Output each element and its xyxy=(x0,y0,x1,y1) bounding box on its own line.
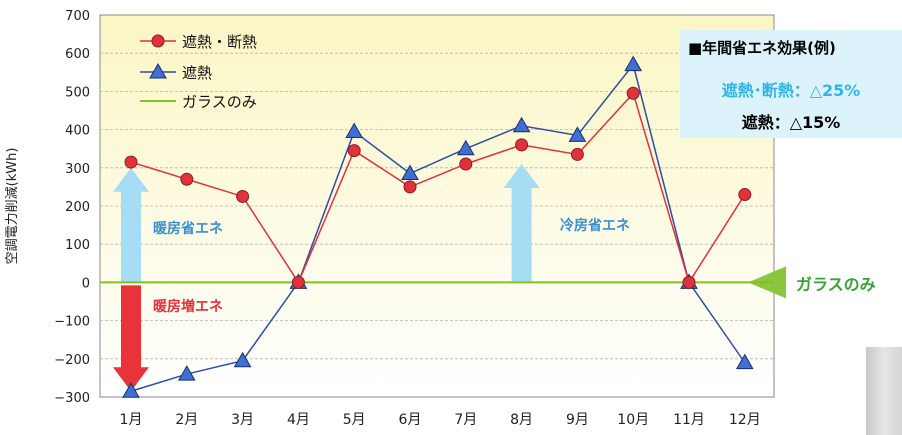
data-point-insulation-heat xyxy=(236,189,250,203)
annual-effect-insulation-heat: 遮熱･断熱：△25% xyxy=(721,81,861,100)
x-tick-label: 5月 xyxy=(343,412,366,428)
data-point-heat xyxy=(122,382,140,398)
y-tick-label: −100 xyxy=(54,315,90,330)
data-point-heat xyxy=(233,351,252,368)
data-point-heat xyxy=(735,353,754,370)
annual-effect-box xyxy=(680,30,902,138)
data-point-heat xyxy=(568,126,587,142)
series-line-heat xyxy=(130,63,746,392)
data-point-heat xyxy=(456,139,475,156)
annotation-cooling-saving: 冷房省エネ xyxy=(560,217,630,234)
y-axis-label: 空調電力削減(kWh) xyxy=(4,148,20,265)
legend-label-heat: 遮熱 xyxy=(182,64,212,82)
y-tick-label: 100 xyxy=(65,238,90,253)
x-tick-label: 2月 xyxy=(175,412,198,428)
annual-effect-title: ■年間省エネ効果(例) xyxy=(688,39,836,57)
y-tick-label: 500 xyxy=(65,85,90,100)
x-tick-label: 8月 xyxy=(510,412,533,428)
gridlines xyxy=(100,52,774,360)
legend: 遮熱・断熱 遮熱 ガラスのみ xyxy=(140,33,257,111)
x-tick-label: 6月 xyxy=(399,412,422,428)
data-point-insulation-heat xyxy=(626,86,640,100)
data-point-insulation-heat xyxy=(124,155,138,169)
y-tick-label: −200 xyxy=(54,353,90,368)
x-tick-label: 3月 xyxy=(231,412,254,428)
data-point-heat xyxy=(512,116,531,133)
cooling-saving-arrow xyxy=(503,163,540,283)
legend-circle-icon xyxy=(151,34,165,48)
series-layer xyxy=(100,55,774,398)
heating-increase-arrow xyxy=(113,285,149,392)
data-point-insulation-heat xyxy=(515,138,529,152)
heating-saving-arrow xyxy=(113,167,149,283)
legend-label-glass: ガラスのみ xyxy=(182,93,257,111)
y-tick-label: 400 xyxy=(65,124,90,139)
y-tick-label: 200 xyxy=(65,200,90,215)
data-point-insulation-heat xyxy=(459,157,473,171)
data-point-insulation-heat xyxy=(403,180,417,194)
series-line-insulation-heat xyxy=(130,91,746,285)
y-tick-label: 600 xyxy=(65,47,90,62)
annotation-glass-only: ガラスのみ xyxy=(796,275,876,294)
data-point-heat xyxy=(624,55,643,72)
y-tick-labels: 700 600 500 400 300 200 100 0 −100 −200 −300 xyxy=(54,9,90,406)
data-point-insulation-heat xyxy=(570,147,584,161)
legend-label-insulation-heat: 遮熱・断熱 xyxy=(182,33,257,51)
data-point-insulation-heat xyxy=(682,275,696,289)
x-tick-label: 1月 xyxy=(120,412,143,428)
data-point-insulation-heat xyxy=(291,275,305,289)
x-tick-label: 9月 xyxy=(566,412,589,428)
data-point-insulation-heat xyxy=(347,144,361,158)
y-tick-label: 0 xyxy=(82,276,90,291)
data-point-heat xyxy=(177,365,196,381)
annotation-heating-increase: 暖房増エネ xyxy=(153,298,223,315)
data-point-insulation-heat xyxy=(180,172,194,186)
corner-photo-thumbnail xyxy=(866,347,902,435)
x-tick-labels: 1月 2月 3月 4月 5月 6月 7月 8月 9月 10月 11月 12月 xyxy=(120,412,761,428)
data-point-heat xyxy=(401,164,419,181)
y-tick-label: 300 xyxy=(65,162,90,177)
x-tick-label: 10月 xyxy=(617,412,649,428)
y-tick-label: 700 xyxy=(65,9,90,24)
x-tick-label: 12月 xyxy=(729,412,761,428)
legend-triangle-icon xyxy=(149,62,167,79)
x-tick-label: 11月 xyxy=(673,412,705,428)
annual-effect-heat: 遮熱：△15% xyxy=(741,113,841,132)
data-point-insulation-heat xyxy=(738,188,752,202)
x-tick-label: 7月 xyxy=(454,412,477,428)
annotation-heating-saving: 暖房省エネ xyxy=(153,220,223,237)
data-point-heat xyxy=(345,122,364,139)
x-tick-label: 4月 xyxy=(287,412,310,428)
y-tick-label: −300 xyxy=(54,391,90,406)
